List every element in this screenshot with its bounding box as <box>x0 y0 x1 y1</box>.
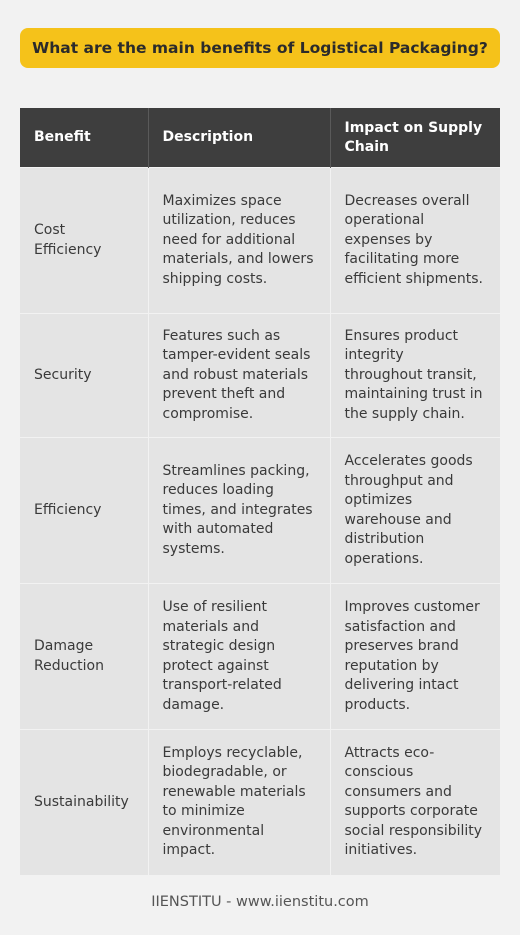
description-cell: Streamlines packing, reduces loading tim… <box>148 437 331 584</box>
table-row: Cost Efficiency Maximizes space utilizat… <box>20 167 500 314</box>
title-banner: What are the main benefits of Logistical… <box>20 28 500 68</box>
table-header-row: Benefit Description Impact on Supply Cha… <box>20 108 500 168</box>
header-impact: Impact on Supply Chain <box>330 108 500 168</box>
impact-cell: Attracts eco-conscious consumers and sup… <box>330 729 500 875</box>
description-cell: Use of resilient materials and strategic… <box>148 583 331 730</box>
impact-cell: Improves customer satisfaction and prese… <box>330 583 500 730</box>
impact-cell: Decreases overall operational expenses b… <box>330 167 500 314</box>
table-row: Damage Reduction Use of resilient materi… <box>20 583 500 730</box>
description-cell: Employs recyclable, biodegradable, or re… <box>148 729 331 875</box>
description-cell: Maximizes space utilization, reduces nee… <box>148 167 331 314</box>
benefit-cell: Sustainability <box>20 729 149 875</box>
benefit-cell: Cost Efficiency <box>20 167 149 314</box>
benefit-cell: Damage Reduction <box>20 583 149 730</box>
impact-cell: Ensures product integrity throughout tra… <box>330 313 500 438</box>
table-row: Sustainability Employs recyclable, biode… <box>20 729 500 875</box>
description-cell: Features such as tamper-evident seals an… <box>148 313 331 438</box>
benefits-table: Benefit Description Impact on Supply Cha… <box>20 108 500 875</box>
page-title: What are the main benefits of Logistical… <box>32 39 488 57</box>
table-row: Security Features such as tamper-evident… <box>20 313 500 438</box>
benefit-cell: Efficiency <box>20 437 149 584</box>
footer-credit: IIENSTITU - www.iienstitu.com <box>151 894 369 910</box>
impact-cell: Accelerates goods throughput and optimiz… <box>330 437 500 584</box>
header-description: Description <box>148 108 331 168</box>
benefit-cell: Security <box>20 313 149 438</box>
header-benefit: Benefit <box>20 108 149 168</box>
table-row: Efficiency Streamlines packing, reduces … <box>20 437 500 584</box>
